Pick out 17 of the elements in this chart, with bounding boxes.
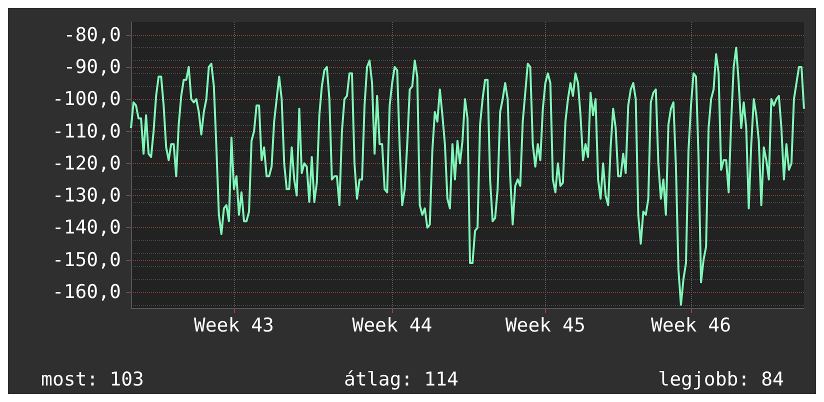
y-tick-label: -160,0 <box>52 280 121 303</box>
text: átlag: 114 <box>344 368 458 390</box>
text: most: 103 <box>41 368 144 390</box>
x-tick-label: Week 44 <box>352 314 432 336</box>
y-tick-label: -110,0 <box>52 120 121 142</box>
y-tick-label: -130,0 <box>52 184 121 207</box>
y-tick-label: -100,0 <box>52 88 121 110</box>
x-tick-label: Week 45 <box>505 314 586 336</box>
text: legjobb: 84 <box>658 368 784 390</box>
y-tick-label: -120,0 <box>52 152 121 174</box>
y-tick-label: -150,0 <box>52 248 121 271</box>
y-tick-label: -80,0 <box>64 24 121 46</box>
x-tick-label: Week 46 <box>650 314 732 336</box>
y-tick-label: -140,0 <box>52 216 121 239</box>
y-tick-label: -90,0 <box>64 56 121 78</box>
x-tick-label: Week 43 <box>194 314 274 336</box>
line-series <box>130 46 805 306</box>
